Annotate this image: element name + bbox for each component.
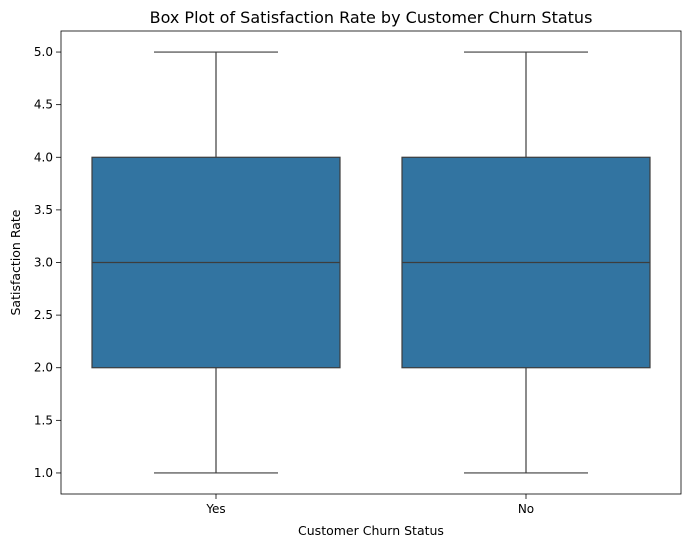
x-tick-label: No	[518, 502, 534, 516]
y-tick-label: 2.0	[34, 361, 53, 375]
x-tick-label: Yes	[205, 502, 225, 516]
y-axis-label: Satisfaction Rate	[8, 209, 23, 315]
x-axis-ticks: Yes No	[205, 494, 534, 516]
box-group-no	[401, 51, 651, 474]
y-axis-ticks: 1.0 1.5 2.0 2.5 3.0 3.5 4.0 4.5 5.0	[34, 45, 61, 480]
plot-area	[91, 51, 651, 474]
y-tick-label: 3.0	[34, 256, 53, 270]
y-tick-label: 2.5	[34, 308, 53, 322]
y-tick-label: 4.0	[34, 150, 53, 164]
x-axis-label: Customer Churn Status	[298, 523, 444, 538]
y-tick-label: 4.5	[34, 98, 53, 112]
y-tick-label: 1.5	[34, 413, 53, 427]
box-group-yes	[91, 51, 341, 474]
y-tick-label: 1.0	[34, 466, 53, 480]
plot-frame	[60, 30, 682, 495]
y-tick-label: 3.5	[34, 203, 53, 217]
y-tick-label: 5.0	[34, 45, 53, 59]
chart-title: Box Plot of Satisfaction Rate by Custome…	[150, 8, 593, 27]
